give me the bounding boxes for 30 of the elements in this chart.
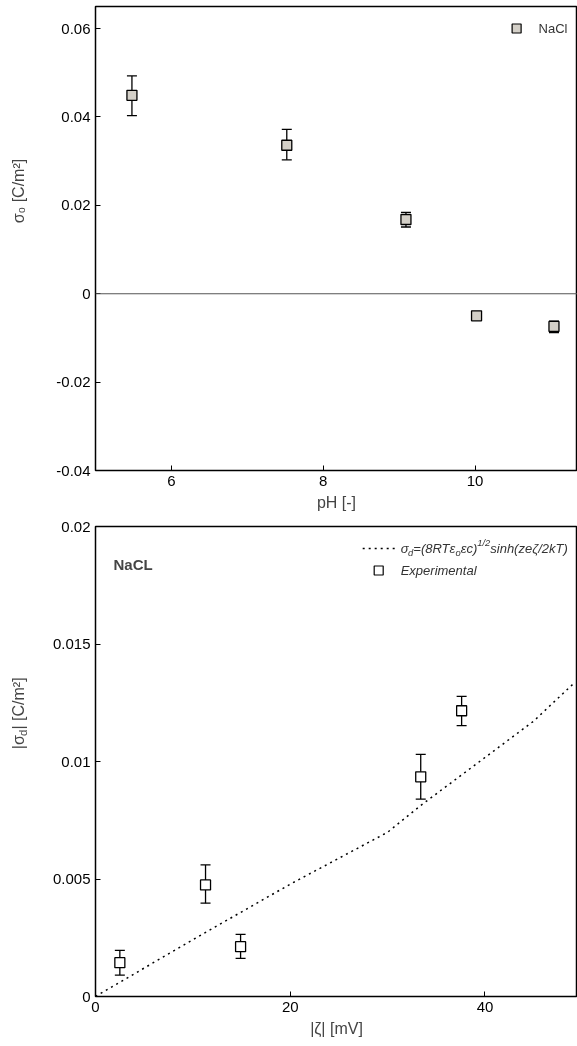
point bbox=[470, 310, 483, 322]
point bbox=[126, 89, 138, 101]
point bbox=[415, 771, 427, 783]
point bbox=[199, 879, 212, 891]
y-tick-label: 0.04 bbox=[61, 107, 91, 125]
x-tick-label: 6 bbox=[167, 471, 176, 489]
point bbox=[234, 941, 247, 953]
y-axis-title: σ₀ [C/m²] bbox=[10, 158, 27, 224]
x-tick-label: 10 bbox=[466, 471, 484, 489]
y-tick-label: 0.01 bbox=[61, 752, 91, 770]
annotation: NaCL bbox=[113, 555, 153, 573]
y-tick-label: 0.015 bbox=[52, 635, 91, 652]
y-tick-label: 0.06 bbox=[61, 19, 91, 37]
y-axis-title: |σd| [C/m²] bbox=[10, 677, 29, 750]
x-tick-label: 20 bbox=[281, 997, 299, 1015]
x-axis-title: pH [-] bbox=[316, 493, 357, 511]
y-tick-label: 0.02 bbox=[61, 517, 91, 535]
y-tick-label: 0 bbox=[82, 284, 91, 302]
y-tick-label: 0.02 bbox=[61, 196, 91, 214]
y-tick-label: -0.02 bbox=[56, 373, 91, 391]
point bbox=[455, 705, 468, 717]
x-axis-title: |ζ| [mV] bbox=[310, 1019, 363, 1038]
point bbox=[281, 139, 293, 151]
legend-label: NaCl bbox=[538, 21, 568, 36]
x-tick-label: 40 bbox=[476, 997, 494, 1015]
point bbox=[114, 957, 126, 969]
x-tick-label: 8 bbox=[319, 471, 328, 489]
legend-label: Experimental bbox=[400, 563, 478, 578]
y-tick-label: -0.04 bbox=[56, 461, 91, 479]
y-tick-label: 0.005 bbox=[52, 870, 91, 887]
